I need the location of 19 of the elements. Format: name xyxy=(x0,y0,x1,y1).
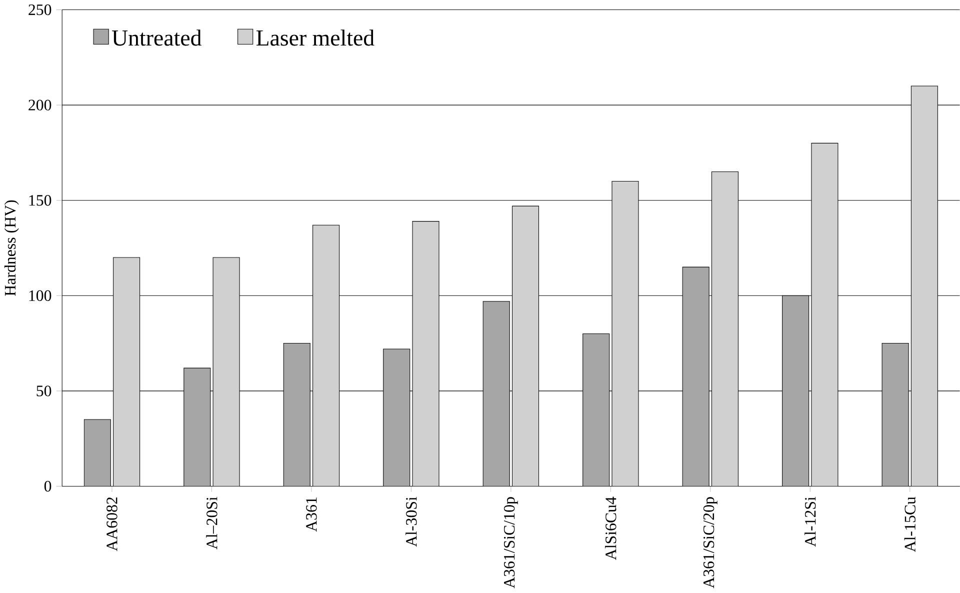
x-tick-label: AA6082 xyxy=(106,498,118,552)
x-tick-label: Al-15Cu xyxy=(904,496,916,552)
y-tick-label: 0 xyxy=(44,480,52,492)
y-tick-label: 50 xyxy=(36,386,52,396)
bar xyxy=(84,419,111,486)
legend-label: Untreated xyxy=(112,30,202,46)
x-tick-label: A361/SiC/10p xyxy=(504,497,518,588)
legend-label: Laser melted xyxy=(256,30,374,46)
x-tick-label: Al-12Si xyxy=(804,496,816,547)
x-tick-label: A361 xyxy=(306,498,317,532)
x-tick-label: AlSi6Cu4 xyxy=(605,496,616,560)
y-tick-label: 100 xyxy=(29,290,52,302)
y-axis-title: Hardness (HV) xyxy=(4,200,19,296)
y-tick-label: 200 xyxy=(28,100,52,110)
x-tick-label: A361/SiC/20p xyxy=(703,497,718,588)
x-tick-label: Al–20Si xyxy=(206,496,218,550)
y-tick-label: 150 xyxy=(29,195,52,206)
y-tick-label: 250 xyxy=(28,4,52,16)
x-tick-label: Al-30Si xyxy=(406,496,417,547)
